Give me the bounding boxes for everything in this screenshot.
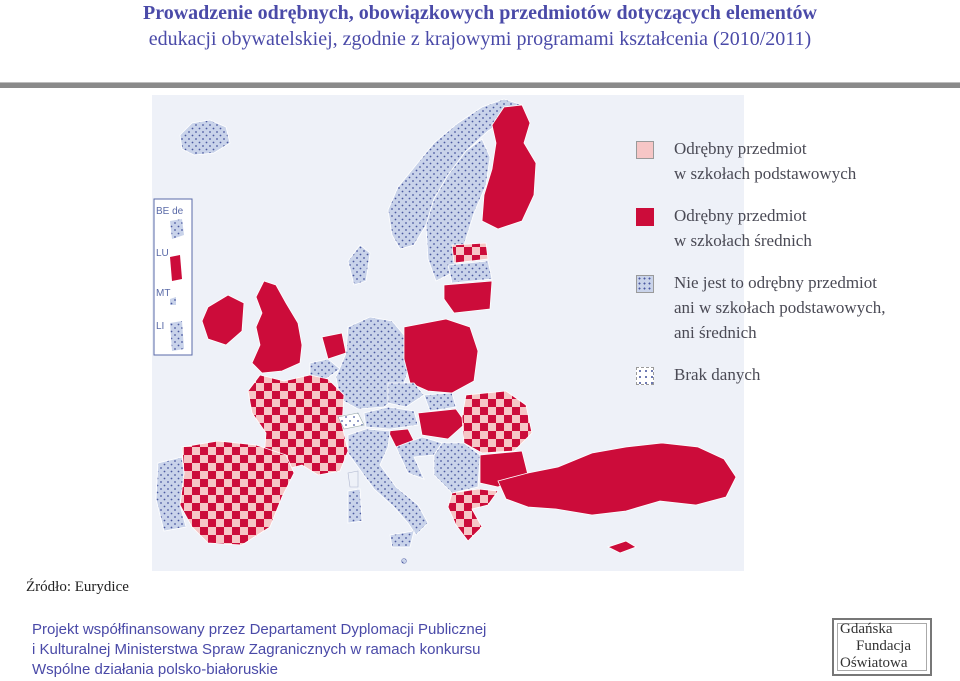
project-note: Projekt współfinansowany przez Departame…	[32, 620, 486, 680]
country-austria	[363, 406, 419, 430]
legend-label: Brak danych	[674, 365, 761, 384]
source-note: Źródło: Eurydice	[26, 579, 129, 595]
legend-swatch-pink	[636, 141, 654, 159]
country-hungary	[417, 408, 467, 440]
country-croatia	[395, 436, 443, 480]
inset-label-be-de: BE de	[156, 206, 184, 217]
legend-label: Nie jest to odrębny przedmiot ani w szko…	[674, 273, 886, 342]
country-malta	[401, 558, 407, 564]
country-turkey	[497, 442, 737, 516]
legend-item-no-data: Brak danych	[636, 362, 956, 387]
project-line-2: i Kulturalnej Ministerstwa Spraw Zagrani…	[32, 641, 481, 658]
country-poland	[403, 318, 479, 394]
legend-swatch-red	[636, 208, 654, 226]
legend-item-secondary: Odrębny przedmiot w szkołach średnich	[636, 203, 956, 253]
legend-label: Odrębny przedmiot w szkołach podstawowyc…	[674, 139, 857, 183]
map-title: Prowadzenie odrębnych, obowiązkowych prz…	[0, 0, 960, 52]
logo-line-2: Fundacja	[856, 638, 911, 654]
country-sweden	[425, 138, 491, 282]
legend-swatch-white-dots	[636, 367, 654, 385]
inset-li-shape	[170, 321, 184, 351]
country-finland	[481, 104, 537, 230]
title-line-1: Prowadzenie odrębnych, obowiązkowych prz…	[143, 2, 817, 24]
project-line-1: Projekt współfinansowany przez Departame…	[32, 621, 487, 638]
legend-swatch-blue-dots	[636, 275, 654, 293]
country-switzerland	[337, 412, 365, 430]
inset-be-de-shape	[170, 219, 184, 239]
country-estonia	[451, 242, 489, 264]
country-latvia	[447, 260, 493, 284]
country-italy	[347, 428, 429, 536]
country-france	[247, 374, 349, 476]
island-sardinia	[347, 488, 363, 524]
legend-item-not-separate: Nie jest to odrębny przedmiot ani w szko…	[636, 270, 956, 345]
country-uk	[251, 280, 303, 374]
country-portugal	[155, 456, 187, 532]
country-denmark	[347, 244, 371, 286]
title-line-2: edukacji obywatelskiej, zgodnie z krajow…	[148, 28, 812, 50]
project-line-3: Wspólne działania polsko-białoruskie	[32, 661, 278, 678]
inset-label-lu: LU	[156, 248, 169, 259]
country-lithuania	[443, 280, 493, 314]
foundation-logo: Gdańska Fundacja Oświatowa	[832, 618, 932, 676]
europe-map: BE de LU MT LI	[152, 95, 744, 571]
country-czech	[387, 382, 425, 408]
logo-frame	[837, 623, 927, 671]
country-iceland	[179, 119, 231, 156]
country-ireland	[201, 294, 245, 346]
inset-label-li: LI	[156, 321, 164, 332]
title-divider	[0, 82, 960, 88]
country-belgium	[309, 358, 341, 380]
map-legend: Odrębny przedmiot w szkołach podstawowyc…	[636, 136, 956, 404]
country-slovakia	[423, 392, 457, 412]
country-cyprus	[606, 540, 637, 554]
island-corsica	[347, 470, 359, 488]
inset-lu-shape	[170, 255, 182, 281]
logo-line-1: Gdańska	[840, 621, 893, 637]
country-serbia	[433, 442, 481, 494]
logo-line-3: Oświatowa	[840, 655, 908, 671]
country-romania	[461, 390, 533, 454]
country-greece	[447, 488, 499, 542]
inset-mt-shape	[170, 297, 176, 305]
inset-label-mt: MT	[156, 288, 170, 299]
island-sicily	[389, 530, 415, 548]
legend-item-primary: Odrębny przedmiot w szkołach podstawowyc…	[636, 136, 956, 186]
legend-label: Odrębny przedmiot w szkołach średnich	[674, 206, 812, 250]
